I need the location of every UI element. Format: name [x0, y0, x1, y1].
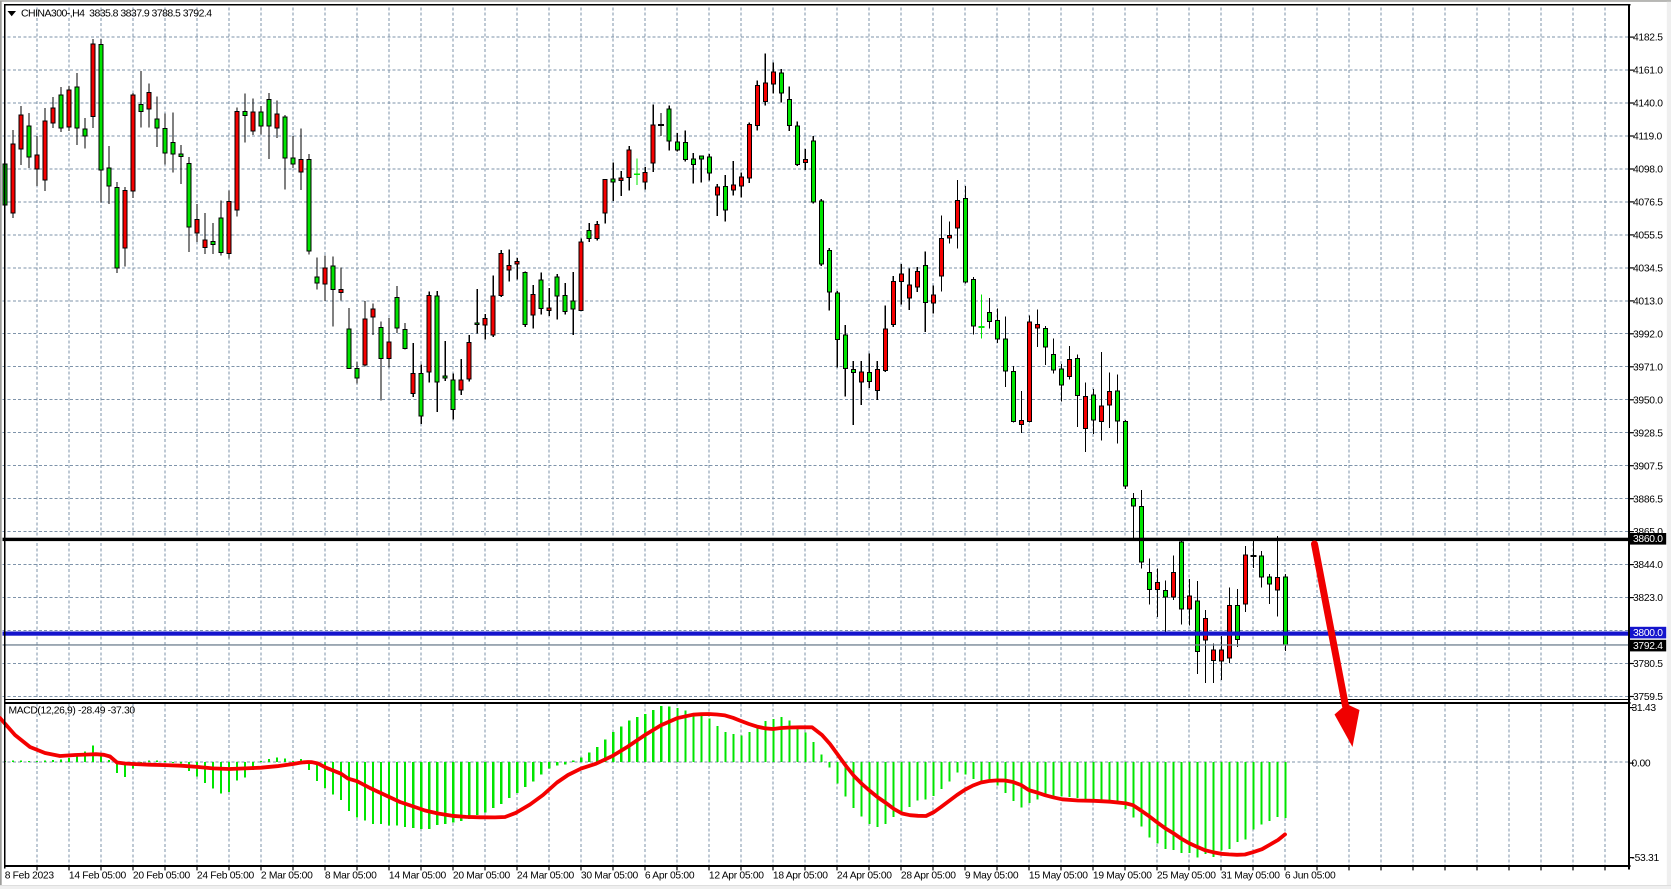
svg-text:4034.5: 4034.5	[1633, 264, 1663, 275]
svg-text:3928.5: 3928.5	[1633, 428, 1663, 439]
svg-text:3800.0: 3800.0	[1633, 628, 1663, 639]
svg-text:9 May 05:00: 9 May 05:00	[965, 870, 1019, 881]
svg-text:4161.0: 4161.0	[1633, 66, 1663, 77]
svg-text:3759.5: 3759.5	[1633, 692, 1663, 703]
svg-text:3780.5: 3780.5	[1633, 659, 1663, 670]
svg-text:4140.0: 4140.0	[1633, 99, 1663, 110]
svg-text:2 Mar 05:00: 2 Mar 05:00	[261, 870, 313, 881]
svg-text:28 Apr 05:00: 28 Apr 05:00	[901, 870, 956, 881]
svg-text:4098.0: 4098.0	[1633, 165, 1663, 176]
svg-text:MACD(12,26,9) -28.49 -37.30: MACD(12,26,9) -28.49 -37.30	[9, 706, 136, 717]
svg-text:31.43: 31.43	[1632, 703, 1657, 714]
svg-text:3886.5: 3886.5	[1633, 494, 1663, 505]
svg-text:3865.0: 3865.0	[1633, 527, 1663, 538]
svg-text:8 Feb 2023: 8 Feb 2023	[5, 870, 55, 881]
svg-text:14 Mar 05:00: 14 Mar 05:00	[389, 870, 447, 881]
svg-text:3860.0: 3860.0	[1633, 534, 1663, 545]
svg-text:4182.5: 4182.5	[1633, 33, 1663, 44]
svg-text:3950.0: 3950.0	[1633, 395, 1663, 406]
svg-text:30 Mar 05:00: 30 Mar 05:00	[581, 870, 639, 881]
svg-text:0.00: 0.00	[1632, 759, 1651, 770]
svg-text:14 Feb 05:00: 14 Feb 05:00	[69, 870, 127, 881]
svg-text:-53.31: -53.31	[1632, 853, 1660, 864]
svg-text:24 Apr 05:00: 24 Apr 05:00	[837, 870, 892, 881]
svg-text:15 May 05:00: 15 May 05:00	[1029, 870, 1088, 881]
svg-text:24 Feb 05:00: 24 Feb 05:00	[197, 870, 255, 881]
svg-text:4076.5: 4076.5	[1633, 198, 1663, 209]
svg-text:3844.0: 3844.0	[1633, 560, 1663, 571]
svg-text:24 Mar 05:00: 24 Mar 05:00	[517, 870, 575, 881]
svg-text:CHINA300-,H4 3835.8 3837.9 37: CHINA300-,H4 3835.8 3837.9 3788.5 3792.4	[21, 7, 212, 19]
svg-text:3907.5: 3907.5	[1633, 461, 1663, 472]
svg-text:3971.0: 3971.0	[1633, 362, 1663, 373]
svg-text:3792.4: 3792.4	[1633, 641, 1663, 652]
svg-text:6 Apr 05:00: 6 Apr 05:00	[645, 870, 695, 881]
svg-text:19 May 05:00: 19 May 05:00	[1093, 870, 1152, 881]
svg-text:3992.0: 3992.0	[1633, 329, 1663, 340]
svg-text:3823.0: 3823.0	[1633, 593, 1663, 604]
svg-text:20 Feb 05:00: 20 Feb 05:00	[133, 870, 191, 881]
svg-text:4119.0: 4119.0	[1633, 132, 1663, 143]
svg-text:6 Jun 05:00: 6 Jun 05:00	[1285, 870, 1336, 881]
svg-text:31 May 05:00: 31 May 05:00	[1221, 870, 1280, 881]
svg-text:4055.5: 4055.5	[1633, 231, 1663, 242]
svg-text:12 Apr 05:00: 12 Apr 05:00	[709, 870, 764, 881]
svg-text:4013.0: 4013.0	[1633, 297, 1663, 308]
svg-text:20 Mar 05:00: 20 Mar 05:00	[453, 870, 511, 881]
svg-text:18 Apr 05:00: 18 Apr 05:00	[773, 870, 828, 881]
svg-text:25 May 05:00: 25 May 05:00	[1157, 870, 1216, 881]
svg-text:8 Mar 05:00: 8 Mar 05:00	[325, 870, 377, 881]
